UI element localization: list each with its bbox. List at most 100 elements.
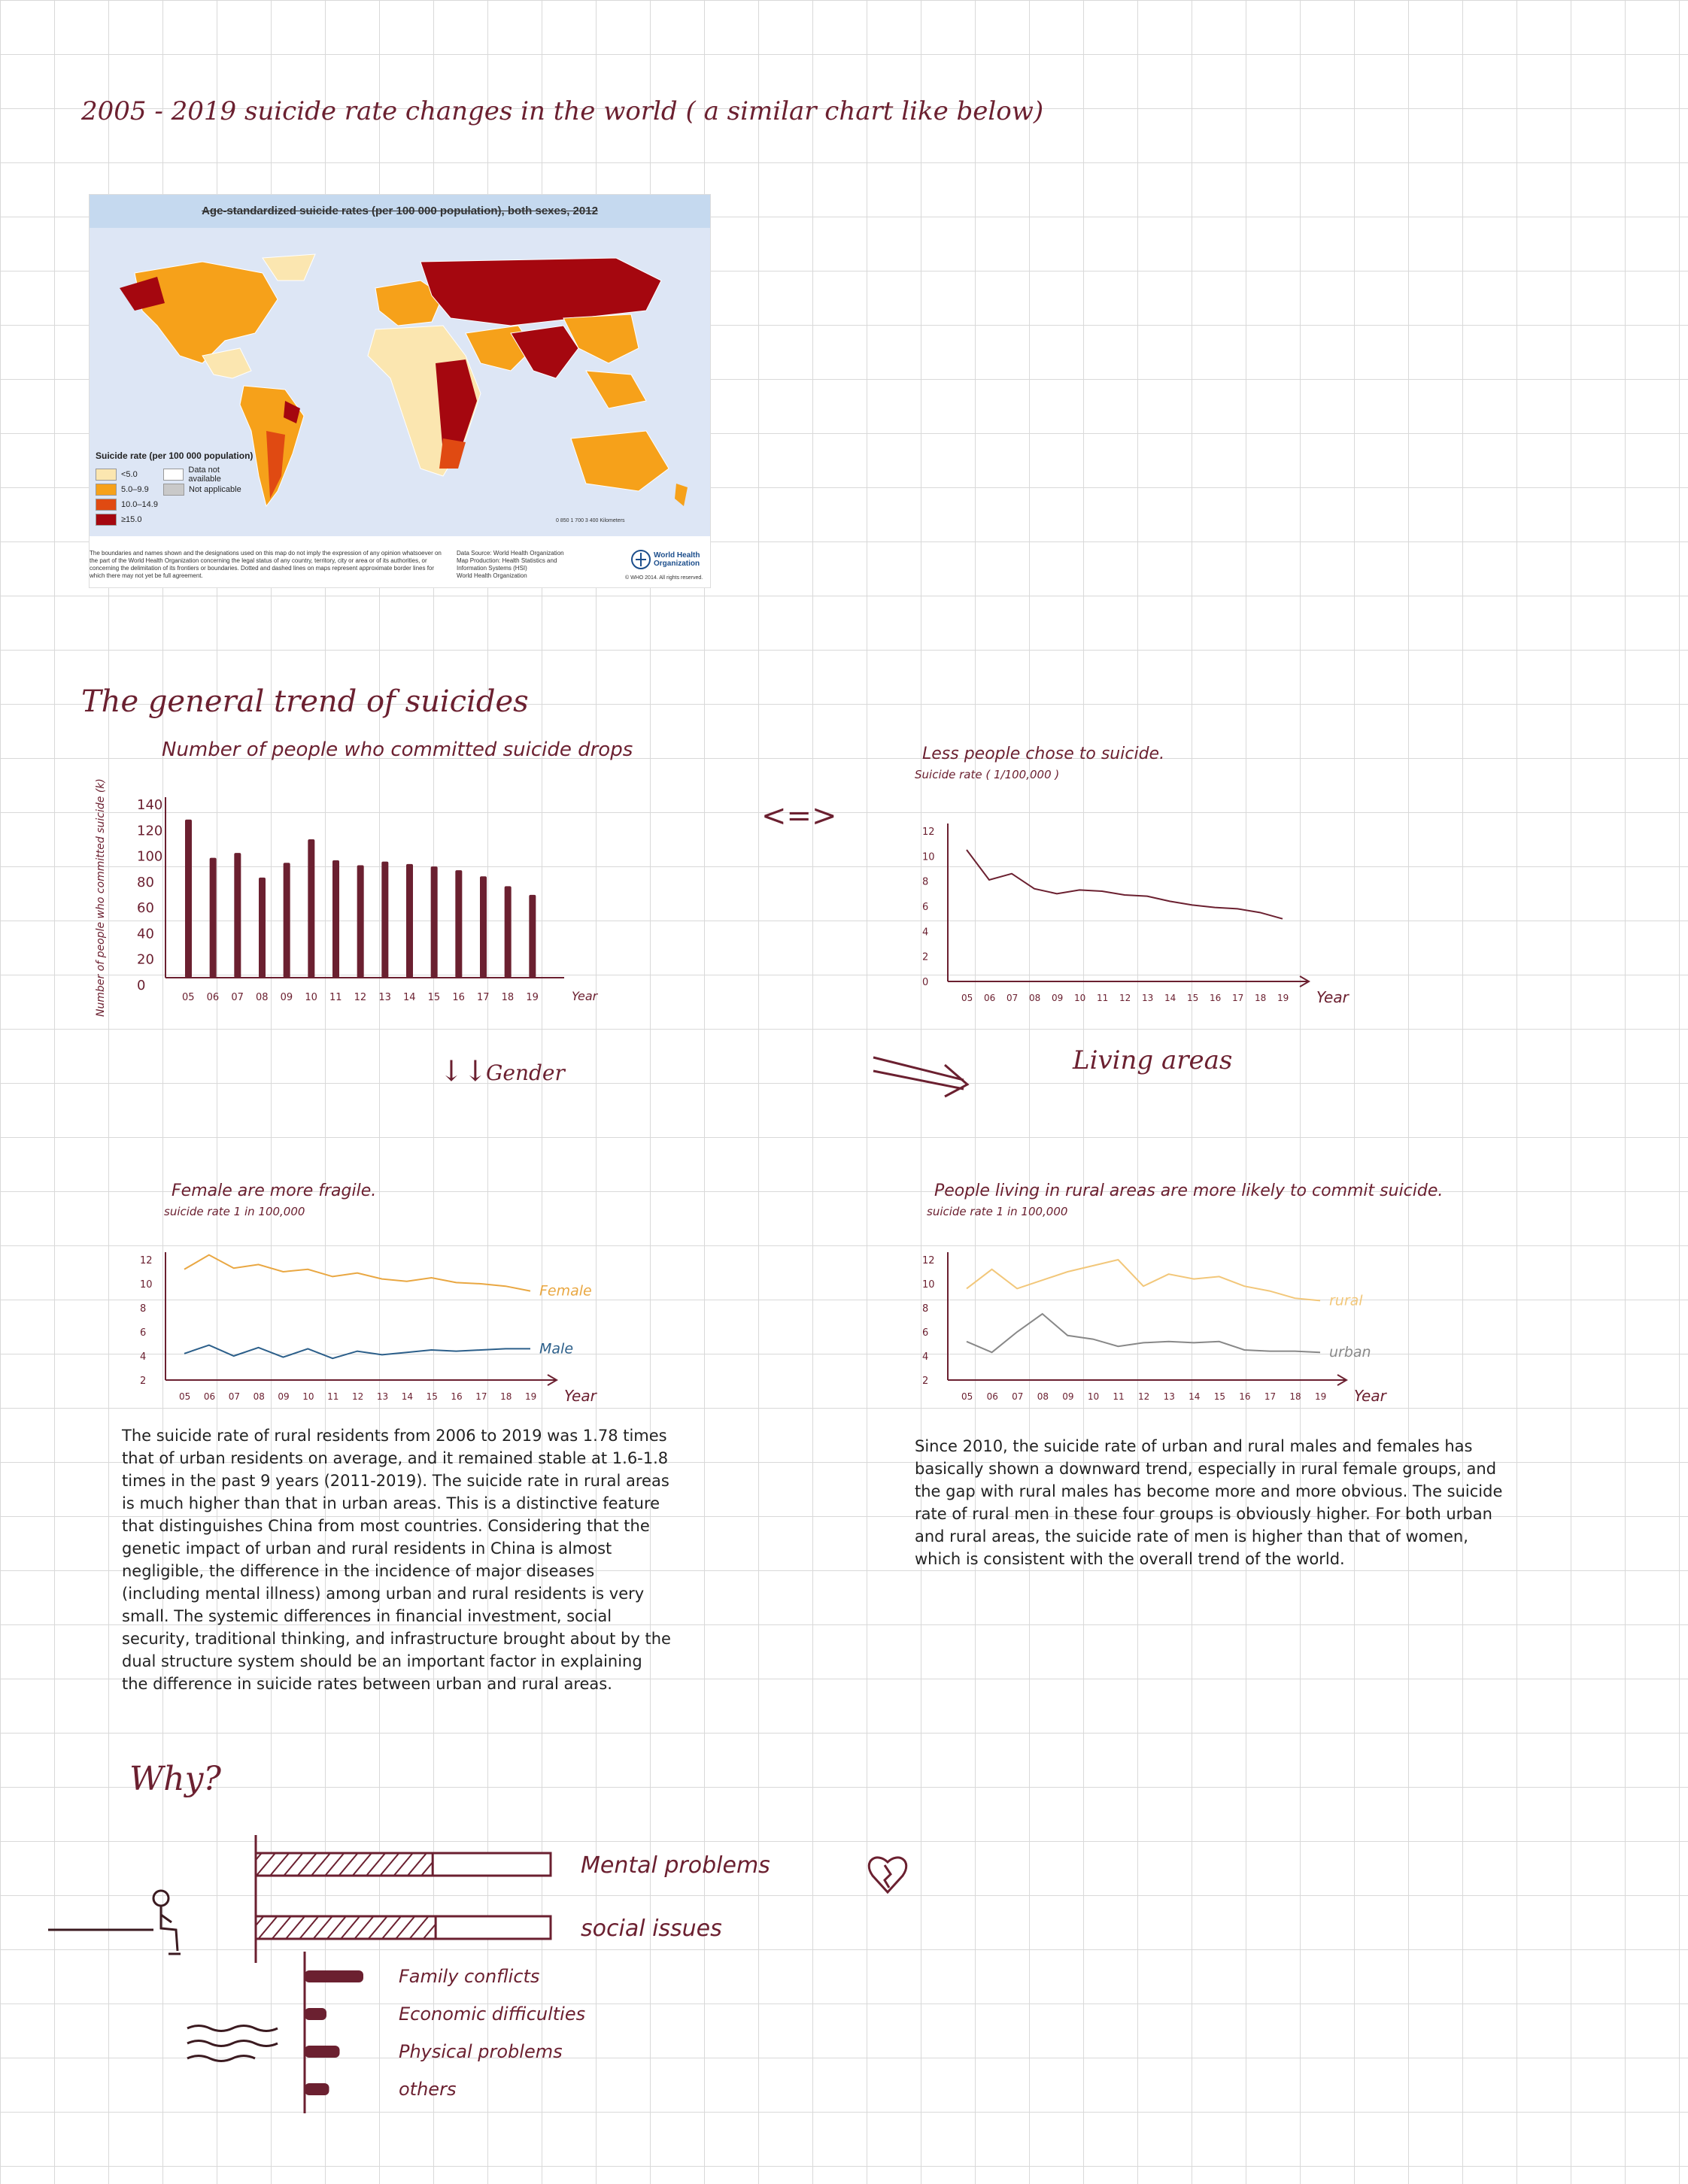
x-tick-label: 11 — [329, 992, 342, 1003]
map-source: Data Source: World Health Organization M… — [457, 550, 564, 579]
map-copyright: © WHO 2014. All rights reserved. — [625, 575, 703, 581]
x-tick-label: 18 — [1255, 993, 1266, 1003]
legend-item: Data not available — [163, 466, 253, 484]
x-tick-label: 19 — [1315, 1391, 1326, 1402]
bar — [357, 865, 364, 978]
legend-swatch — [96, 484, 117, 496]
map-disclaimer: The boundaries and names shown and the d… — [90, 550, 442, 579]
y-tick-label: 2 — [922, 952, 928, 963]
x-tick-label: 15 — [1187, 993, 1198, 1003]
sub-reason-bar — [305, 2008, 326, 2020]
x-tick-label: 07 — [231, 992, 244, 1003]
x-tick-label: 05 — [961, 1391, 973, 1402]
sub-reason-label: Physical problems — [399, 2041, 563, 2062]
x-tick-label: 17 — [475, 1391, 487, 1402]
bar — [185, 819, 192, 978]
y-tick-label: 60 — [137, 900, 154, 916]
trend-summary-paragraph: Since 2010, the suicide rate of urban an… — [915, 1437, 1503, 1568]
legend-label: Not applicable — [189, 485, 241, 494]
x-tick-label: 09 — [1052, 993, 1063, 1003]
y-tick-label: 10 — [140, 1279, 153, 1291]
x-tick-label: 12 — [352, 1391, 363, 1402]
reason-label: Mental problems — [581, 1852, 770, 1879]
sub-reason-bar — [305, 2083, 329, 2095]
y-tick-label: 20 — [137, 952, 154, 968]
double-arrow-icon — [873, 1056, 970, 1098]
x-tick-label: 10 — [302, 1391, 314, 1402]
x-tick-label: 16 — [1239, 1391, 1250, 1402]
x-tick-label: 06 — [987, 1391, 998, 1402]
rural-urban-paragraph: The suicide rate of rural residents from… — [122, 1427, 671, 1693]
legend-label: ≥15.0 — [121, 515, 142, 524]
wave-lines-icon — [187, 2025, 278, 2062]
x-tick-label: 13 — [1164, 1391, 1175, 1402]
x-tick-label: 07 — [1012, 1391, 1023, 1402]
x-tick-label: 19 — [1277, 993, 1289, 1003]
series-label: Female — [539, 1283, 592, 1300]
gender-rate-line-chart: Female are more fragile. suicide rate 1 i… — [140, 1181, 598, 1405]
bar — [406, 863, 413, 978]
y-tick-label: 6 — [922, 902, 928, 913]
y-axis-label: Suicide rate ( 1/100,000 ) — [915, 768, 1059, 781]
y-tick-label: 4 — [140, 1351, 146, 1363]
living-areas-label: Living areas — [1073, 1045, 1233, 1075]
who-logo: World Health Organization — [631, 550, 703, 569]
legend-swatch — [96, 469, 117, 481]
sub-reason-bar — [305, 1970, 363, 1982]
y-tick-label: 8 — [140, 1303, 146, 1315]
sub-reason-label: Family conflicts — [399, 1966, 539, 1987]
legend-swatch — [96, 499, 117, 511]
series-label: Male — [539, 1340, 573, 1357]
x-tick-label: 19 — [526, 992, 539, 1003]
series-line — [184, 1344, 530, 1360]
series-label: rural — [1329, 1292, 1363, 1309]
x-tick-label: 10 — [1074, 993, 1085, 1003]
legend-item: 5.0–9.9 — [96, 482, 149, 497]
x-axis-label: Year — [564, 1387, 598, 1405]
y-tick-label: 4 — [922, 1351, 928, 1363]
legend-swatch — [163, 469, 184, 481]
x-tick-label: 15 — [1214, 1391, 1225, 1402]
legend-swatch — [96, 514, 117, 526]
reasons-chart: Mental problems social issues Family confl… — [254, 1835, 908, 2113]
bar — [381, 861, 389, 978]
page-title: 2005 - 2019 suicide rate changes in the … — [81, 96, 1044, 126]
bar — [430, 866, 438, 978]
x-tick-label: 09 — [278, 1391, 289, 1402]
bar — [283, 863, 290, 978]
who-suicide-map: Age-standardized suicide rates (per 100 … — [89, 194, 711, 588]
y-tick-label: 40 — [137, 926, 154, 942]
y-axis-label: suicide rate 1 in 100,000 — [164, 1205, 305, 1218]
x-axis-arrow — [547, 1374, 558, 1386]
x-tick-label: 05 — [179, 1391, 190, 1402]
series-line — [966, 1312, 1321, 1354]
chart-subtitle: Number of people who committed suicide d… — [162, 739, 633, 761]
x-tick-label: 16 — [452, 992, 465, 1003]
legend-label: 10.0–14.9 — [121, 500, 158, 509]
reason-label: social issues — [581, 1916, 722, 1942]
trend-heading: The general trend of suicides — [81, 684, 529, 719]
x-tick-label: 17 — [1264, 1391, 1276, 1402]
sub-reason-label: others — [399, 2079, 456, 2100]
legend-label: <5.0 — [121, 470, 138, 479]
reason-bar-fill — [254, 1852, 434, 1877]
x-tick-label: 06 — [984, 993, 995, 1003]
legend-item: Not applicable — [163, 482, 241, 497]
x-tick-label: 15 — [428, 992, 441, 1003]
x-tick-label: 16 — [451, 1391, 462, 1402]
living-area-rate-line-chart: People living in rural areas are more li… — [922, 1181, 1443, 1405]
y-tick-label: 12 — [922, 827, 935, 838]
who-emblem-icon — [631, 550, 651, 569]
series-line — [966, 849, 1283, 920]
y-tick-label: 12 — [922, 1255, 935, 1266]
legend-swatch — [163, 484, 184, 496]
y-tick-label: 140 — [137, 797, 162, 813]
series-label: urban — [1329, 1344, 1371, 1360]
bar — [455, 870, 463, 978]
x-tick-label: 12 — [354, 992, 367, 1003]
reason-bar-fill — [254, 1915, 437, 1940]
x-axis-label: Year — [572, 989, 599, 1003]
x-tick-label: 13 — [377, 1391, 388, 1402]
x-tick-label: 14 — [403, 992, 416, 1003]
gender-arrow-icon: ↓↓ — [439, 1054, 487, 1087]
